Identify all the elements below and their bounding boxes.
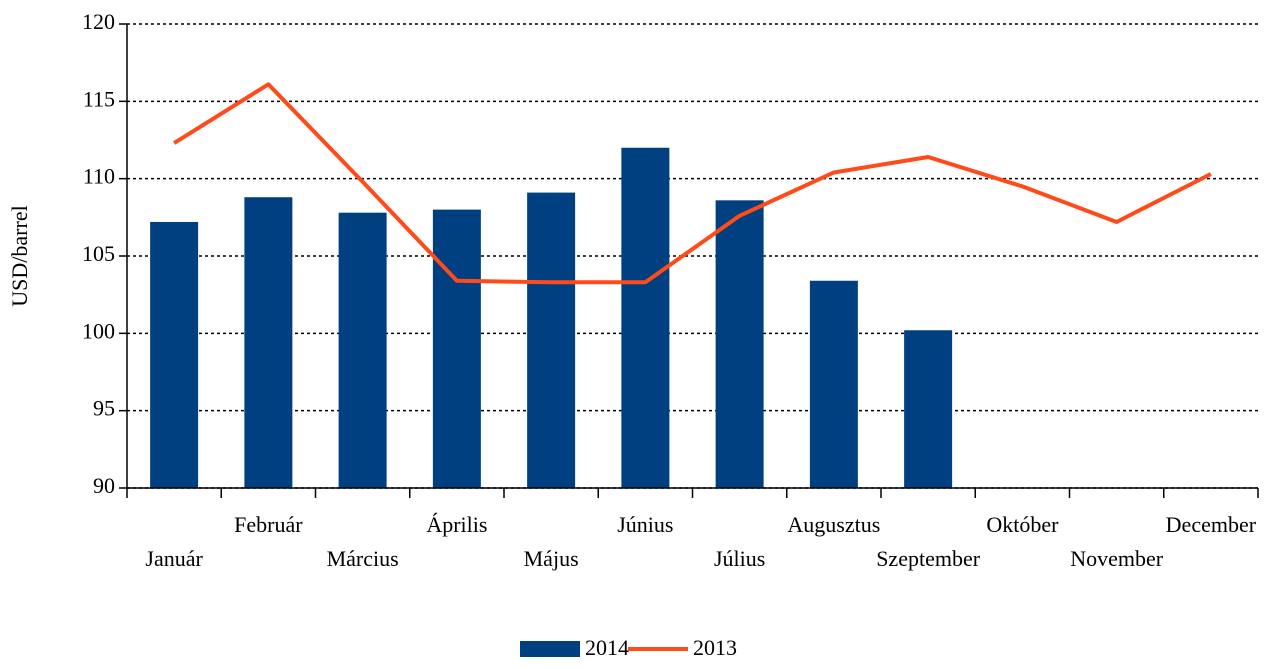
bar	[432, 209, 481, 488]
y-tick-label: 90	[93, 473, 115, 498]
x-tick-label: December	[1166, 512, 1257, 537]
bar	[809, 280, 858, 488]
x-tick-label: Október	[986, 512, 1059, 537]
x-tick-label: Április	[426, 512, 487, 537]
x-tick-label: Május	[524, 546, 579, 571]
y-tick-label: 100	[82, 318, 115, 343]
x-tick-label: Január	[145, 546, 203, 571]
line	[173, 82, 1212, 285]
bar	[621, 147, 670, 488]
y-tick-label: 110	[83, 164, 115, 189]
bar	[338, 212, 387, 488]
x-tick-label: Augusztus	[787, 512, 880, 537]
legend-swatch	[520, 641, 580, 657]
y-axis-label: USD/barrel	[7, 205, 32, 306]
x-tick-label: Szeptember	[876, 546, 981, 571]
bar	[150, 221, 199, 488]
x-tick-label: Február	[234, 512, 303, 537]
legend-label: 2014	[585, 635, 629, 660]
bar	[527, 192, 576, 488]
y-tick-label: 105	[82, 241, 115, 266]
x-tick-label: Június	[617, 512, 673, 537]
x-tick-label: Március	[327, 546, 399, 571]
y-tick-label: 95	[93, 396, 115, 421]
y-tick-label: 120	[82, 9, 115, 34]
bar	[904, 330, 953, 488]
bar	[715, 200, 764, 488]
bar	[244, 197, 293, 488]
y-tick-label: 115	[83, 86, 115, 111]
x-tick-label: Július	[714, 546, 765, 571]
legend-label: 2013	[693, 635, 737, 660]
x-tick-label: November	[1070, 546, 1164, 571]
